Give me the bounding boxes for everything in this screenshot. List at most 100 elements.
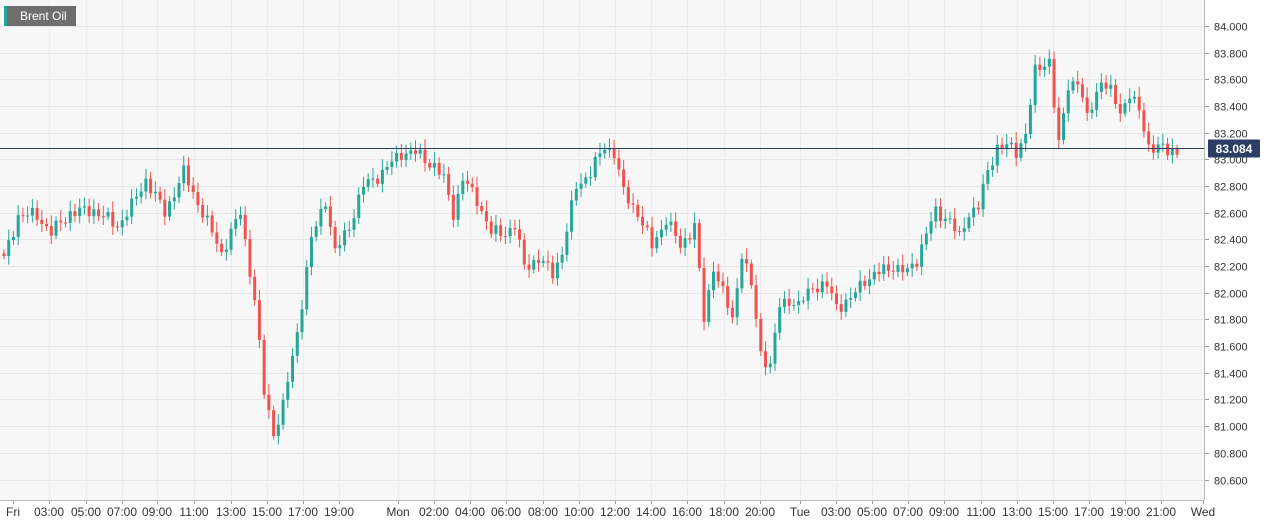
candle-body [210,215,214,233]
candle-body [1175,148,1179,155]
candle-body [612,148,616,159]
candle-body [603,149,607,154]
x-tick-label: 03:00 [821,505,851,519]
candle-body [82,206,86,208]
candle-body [139,191,143,197]
y-tick-label: 81.000 [1214,422,1248,434]
candle-body [508,227,512,237]
candle-body [97,209,101,217]
candle-body [901,265,905,273]
x-tick-label: 05:00 [857,505,887,519]
candle-body [21,215,25,217]
candle-body [361,186,365,195]
candle-body [1090,109,1094,113]
candle-body [1028,104,1032,135]
candle-body [622,169,626,188]
candle-body [981,183,985,210]
candle-body [593,156,597,178]
candle-body [480,206,484,212]
candle-body [432,162,436,168]
candle-body [73,211,77,217]
candle-body [830,286,834,294]
x-tick-label: 02:00 [419,505,449,519]
candle-body [428,163,432,168]
candle-body [674,221,678,236]
y-tick-label: 81.200 [1214,395,1248,407]
candle-body [820,281,824,293]
candle-body [352,218,356,230]
candle-body [295,332,299,356]
candle-body [276,424,280,437]
candle-body [702,267,706,322]
candle-body [291,355,295,382]
candle-body [120,220,124,228]
candle-body [357,194,361,219]
candle-body [409,150,413,154]
candle-body [589,177,593,179]
candle-body [489,221,493,234]
candle-body [527,264,531,270]
candle-body [546,260,550,263]
candle-body [54,220,58,236]
candle-body [451,194,455,220]
candle-body [286,381,290,400]
x-tick-label: 07:00 [107,505,137,519]
x-tick-label: 09:00 [142,505,172,519]
x-tick-label: 13:00 [1002,505,1032,519]
candle-body [697,223,701,268]
x-tick-label: 10:00 [564,505,594,519]
candle-body [863,280,867,286]
candle-body [735,288,739,318]
candle-body [669,221,673,225]
candle-body [328,206,332,228]
x-tick-label: Tue [790,505,811,519]
candle-body [1170,148,1174,156]
candle-body [380,169,384,184]
candle-body [234,218,238,229]
candle-body [272,410,276,437]
candle-body [168,201,172,217]
candle-body [896,265,900,272]
candle-body [404,153,408,160]
candle-body [541,260,545,263]
candle-body [915,263,919,267]
candle-body [1038,64,1042,70]
candle-body [806,288,810,301]
candle-body [262,339,266,395]
x-tick-label: Wed [1191,505,1215,519]
candle-body [1005,144,1009,150]
x-tick-label: 07:00 [893,505,923,519]
candle-body [759,318,763,352]
candle-body [423,149,427,164]
candle-body [484,211,488,222]
candle-body [172,197,176,202]
candle-body [683,238,687,248]
candle-body [437,162,441,175]
candle-body [239,214,242,219]
candle-body [943,218,947,222]
candle-body [555,262,559,279]
candle-body [707,290,711,322]
y-tick-label: 83.600 [1214,75,1248,87]
candle-body [532,260,536,270]
candle-body [872,271,876,280]
candle-body [1137,96,1141,111]
candle-body [494,225,498,234]
candle-body [461,180,465,194]
candle-body [726,286,730,308]
instrument-label: Brent Oil [20,9,67,23]
candle-body [1104,82,1108,89]
instrument-legend: Brent Oil [4,6,76,26]
candle-body [305,267,309,310]
candle-body [536,260,540,263]
candle-body [560,254,564,263]
candle-body [309,236,313,268]
candle-body [825,281,829,287]
candle-body [16,215,20,237]
x-tick-label: 04:00 [455,505,485,519]
candle-body [626,187,630,204]
candle-body [182,165,186,184]
candle-body [456,193,460,220]
candle-body [371,178,375,180]
